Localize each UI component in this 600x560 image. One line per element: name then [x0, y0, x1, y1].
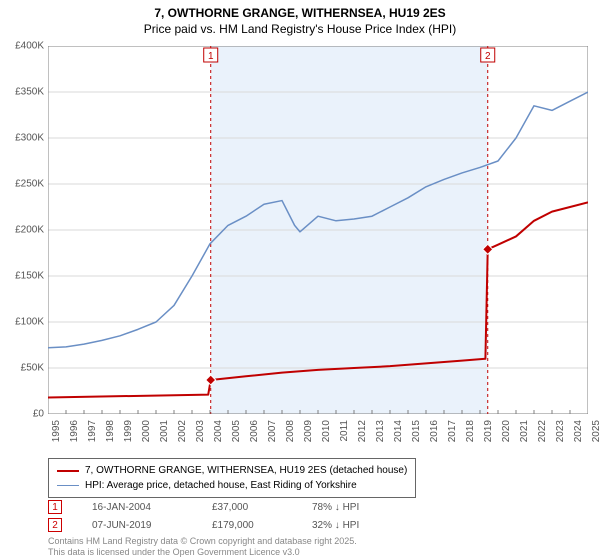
title-line1: 7, OWTHORNE GRANGE, WITHERNSEA, HU19 2ES — [0, 6, 600, 22]
y-tick-label: £150K — [15, 271, 44, 282]
marker-date: 16-JAN-2004 — [92, 502, 182, 513]
x-axis: 1995 1996 1997 1998 1999 2000 2001 2002 2003 2004… — [48, 414, 588, 454]
marker-badge: 2 — [48, 518, 62, 532]
x-tick-label: 2008 — [285, 420, 296, 442]
x-tick-label: 2020 — [501, 420, 512, 442]
x-tick-label: 2017 — [447, 420, 458, 442]
marker-row: 2 07-JUN-2019 £179,000 32% ↓ HPI — [48, 516, 359, 534]
x-tick-label: 1998 — [105, 420, 116, 442]
x-tick-label: 2002 — [177, 420, 188, 442]
x-tick-label: 2013 — [375, 420, 386, 442]
x-tick-label: 2021 — [519, 420, 530, 442]
x-tick-label: 1997 — [87, 420, 98, 442]
y-tick-label: £0 — [33, 409, 44, 420]
svg-text:1: 1 — [208, 51, 214, 62]
x-tick-label: 2003 — [195, 420, 206, 442]
x-tick-label: 1996 — [69, 420, 80, 442]
legend-row: 7, OWTHORNE GRANGE, WITHERNSEA, HU19 2ES… — [57, 463, 407, 478]
footnote-line1: Contains HM Land Registry data © Crown c… — [48, 536, 357, 547]
marker-badge: 1 — [48, 500, 62, 514]
y-tick-label: £200K — [15, 225, 44, 236]
x-tick-label: 2024 — [573, 420, 584, 442]
x-tick-label: 2019 — [483, 420, 494, 442]
marker-row: 1 16-JAN-2004 £37,000 78% ↓ HPI — [48, 498, 359, 516]
legend: 7, OWTHORNE GRANGE, WITHERNSEA, HU19 2ES… — [48, 458, 416, 498]
footnote: Contains HM Land Registry data © Crown c… — [48, 536, 357, 558]
marker-delta: 32% ↓ HPI — [312, 520, 359, 531]
legend-swatch — [57, 485, 79, 487]
chart-title: 7, OWTHORNE GRANGE, WITHERNSEA, HU19 2ES… — [0, 0, 600, 39]
x-tick-label: 2007 — [267, 420, 278, 442]
x-tick-label: 2012 — [357, 420, 368, 442]
x-tick-label: 2022 — [537, 420, 548, 442]
legend-swatch — [57, 470, 79, 472]
y-tick-label: £50K — [21, 363, 44, 374]
x-tick-label: 2004 — [213, 420, 224, 442]
svg-text:2: 2 — [485, 51, 491, 62]
x-tick-label: 2011 — [339, 420, 350, 442]
footnote-line2: This data is licensed under the Open Gov… — [48, 547, 357, 558]
y-tick-label: £250K — [15, 179, 44, 190]
x-tick-label: 2006 — [249, 420, 260, 442]
y-tick-label: £100K — [15, 317, 44, 328]
y-tick-label: £400K — [15, 41, 44, 52]
plot-svg: 12 — [48, 46, 588, 414]
marker-date: 07-JUN-2019 — [92, 520, 182, 531]
plot-area: 12 — [48, 46, 588, 414]
x-tick-label: 2025 — [591, 420, 600, 442]
y-axis: £0£50K£100K£150K£200K£250K£300K£350K£400… — [0, 46, 48, 414]
x-tick-label: 2015 — [411, 420, 422, 442]
x-tick-label: 2014 — [393, 420, 404, 442]
marker-price: £179,000 — [212, 520, 282, 531]
x-tick-label: 1995 — [51, 420, 62, 442]
x-tick-label: 2005 — [231, 420, 242, 442]
y-tick-label: £300K — [15, 133, 44, 144]
legend-row: HPI: Average price, detached house, East… — [57, 478, 407, 493]
marker-price: £37,000 — [212, 502, 282, 513]
x-tick-label: 2016 — [429, 420, 440, 442]
marker-delta: 78% ↓ HPI — [312, 502, 359, 513]
x-tick-label: 2000 — [141, 420, 152, 442]
x-tick-label: 2023 — [555, 420, 566, 442]
y-tick-label: £350K — [15, 87, 44, 98]
markers-table: 1 16-JAN-2004 £37,000 78% ↓ HPI 2 07-JUN-2019… — [48, 498, 359, 534]
x-tick-label: 1999 — [123, 420, 134, 442]
x-tick-label: 2009 — [303, 420, 314, 442]
legend-text: 7, OWTHORNE GRANGE, WITHERNSEA, HU19 2ES… — [85, 463, 407, 478]
title-line2: Price paid vs. HM Land Registry's House … — [0, 22, 600, 38]
x-tick-label: 2001 — [159, 420, 170, 442]
x-tick-label: 2018 — [465, 420, 476, 442]
chart-container: 7, OWTHORNE GRANGE, WITHERNSEA, HU19 2ES… — [0, 0, 600, 560]
x-tick-label: 2010 — [321, 420, 332, 442]
legend-text: HPI: Average price, detached house, East… — [85, 478, 357, 493]
